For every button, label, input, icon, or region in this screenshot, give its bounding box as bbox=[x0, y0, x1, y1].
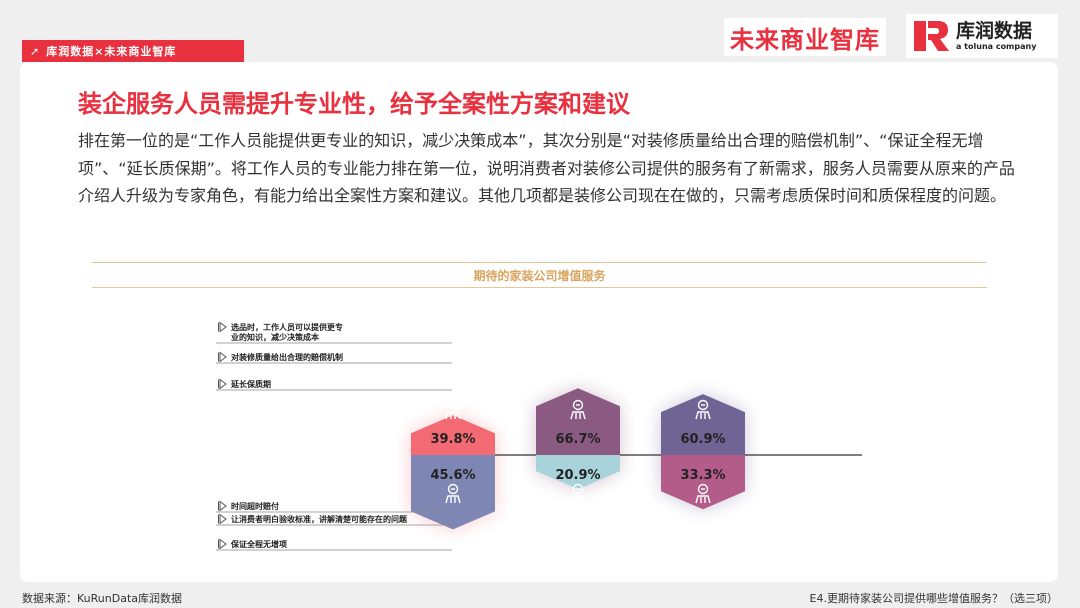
arrow-icon: ➚ bbox=[30, 44, 41, 58]
person-icon bbox=[695, 399, 711, 420]
brand-right-cn: 库润数据 bbox=[956, 20, 1033, 42]
legend-marker-icon bbox=[219, 513, 227, 525]
legend-marker-icon bbox=[219, 378, 227, 390]
person-icon bbox=[445, 399, 461, 420]
upper-bar bbox=[661, 394, 745, 455]
chart-title-frame: 期待的家装公司增值服务 bbox=[92, 262, 987, 288]
lower-data-label: 45.6% bbox=[430, 468, 475, 483]
legend-item: 让消费者明白验收标准，讲解清楚可能存在的问题 bbox=[216, 513, 452, 526]
lower-bar bbox=[411, 455, 495, 530]
person-icon bbox=[445, 483, 461, 504]
kurun-logo-icon bbox=[914, 21, 949, 51]
lower-bar bbox=[661, 455, 745, 510]
legend-item: 时间超时赔付 bbox=[216, 500, 452, 513]
legend-label: 时间超时赔付 bbox=[231, 501, 279, 511]
legend-marker-icon bbox=[219, 500, 227, 512]
legend-label: 业的知识，减少决策成本 bbox=[231, 332, 319, 342]
legend-marker-icon bbox=[219, 351, 227, 363]
question-note: E4.更期待家装公司提供哪些增值服务？（选三项） bbox=[809, 592, 1058, 605]
chart-title-top-rule bbox=[92, 262, 987, 263]
legend-label: 保证全程无增项 bbox=[230, 539, 287, 549]
legend-item: 保证全程无增项 bbox=[216, 538, 452, 551]
legend-label: 选品时，工作人员可以提供更专 bbox=[231, 322, 343, 332]
chart-title: 期待的家装公司增值服务 bbox=[473, 268, 606, 283]
person-icon bbox=[695, 483, 711, 504]
legend-marker-icon bbox=[219, 538, 227, 550]
lower-bar bbox=[536, 455, 620, 490]
upper-data-label: 60.9% bbox=[680, 432, 725, 447]
data-source: 数据来源：KuRunData库润数据 bbox=[22, 592, 182, 605]
brand-logo-left: 未来商业智库 bbox=[724, 18, 886, 56]
brand-logo-right: 库润数据 a toluna company bbox=[906, 14, 1058, 58]
person-icon bbox=[570, 483, 586, 504]
upper-data-label: 66.7% bbox=[555, 432, 600, 447]
upper-data-label: 39.8% bbox=[430, 432, 475, 447]
page-title: 装企服务人员需提升专业性，给予全案性方案和建议 bbox=[78, 90, 630, 118]
brand-right-en: a toluna company bbox=[956, 42, 1037, 51]
chart-title-bottom-rule bbox=[92, 287, 987, 288]
content-card bbox=[20, 62, 1058, 582]
lower-data-label: 33.3% bbox=[680, 468, 725, 483]
header-tag: ➚ 库润数据×未来商业智库 bbox=[22, 40, 244, 62]
legend-marker-icon bbox=[219, 321, 227, 333]
legend-item: 延长保质期 bbox=[216, 378, 452, 391]
upper-bar bbox=[536, 388, 620, 455]
header-tag-label: 库润数据×未来商业智库 bbox=[46, 45, 177, 58]
description-paragraph: 排在第一位的是“工作人员能提供更专业的知识，减少决策成本”，其次分别是“对装修质… bbox=[78, 131, 1015, 205]
legend-item: 对装修质量给出合理的赔偿机制 bbox=[216, 351, 452, 364]
upper-bar bbox=[411, 415, 495, 455]
legend-label: 延长保质期 bbox=[230, 379, 271, 389]
legend-label: 让消费者明白验收标准，讲解清楚可能存在的问题 bbox=[231, 514, 408, 524]
lower-data-label: 20.9% bbox=[555, 468, 600, 483]
legend-label: 对装修质量给出合理的赔偿机制 bbox=[231, 352, 343, 362]
person-icon bbox=[570, 399, 586, 420]
brand-left-label: 未来商业智库 bbox=[730, 25, 880, 54]
